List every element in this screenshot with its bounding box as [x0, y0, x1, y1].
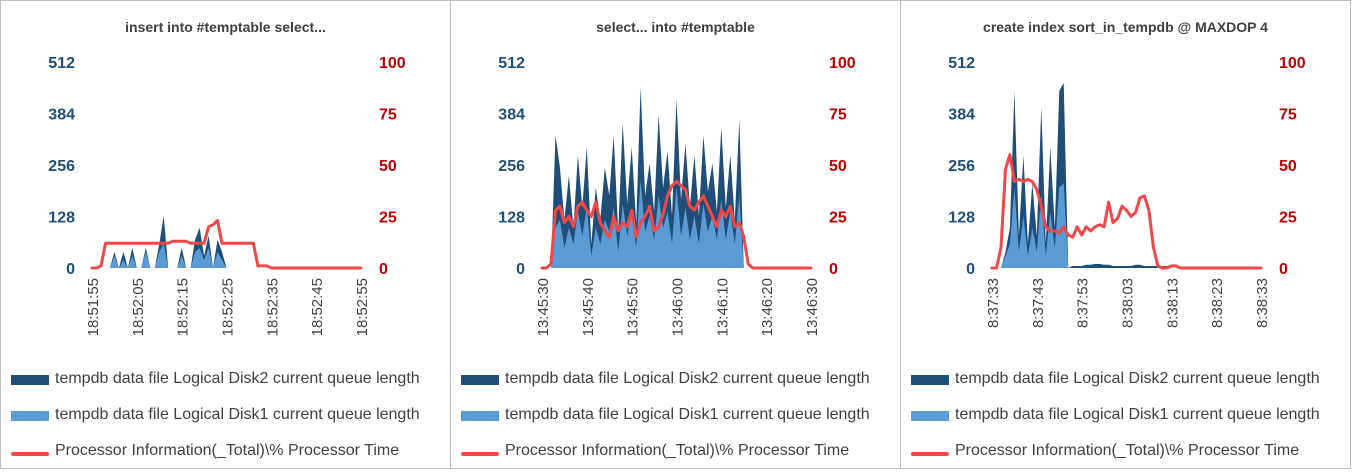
- x-tick-label: 18:52:15: [175, 278, 192, 336]
- legend-swatch-disk2: [911, 375, 949, 385]
- legend-label-disk1: tempdb data file Logical Disk1 current q…: [505, 406, 870, 423]
- y-right-tick-label: 0: [379, 261, 388, 278]
- x-tick-label: 18:52:25: [220, 278, 237, 336]
- y-left-tick-label: 256: [48, 158, 75, 175]
- x-tick-label: 13:46:30: [804, 278, 821, 336]
- y-left-tick-label: 512: [948, 55, 975, 72]
- legend-swatch-cpu: [911, 452, 949, 456]
- x-tick-label: 13:46:20: [759, 278, 776, 336]
- series-area-disk1: [92, 243, 361, 268]
- legend-swatch-disk1: [911, 411, 949, 421]
- y-right-tick-label: 75: [829, 107, 847, 124]
- y-left-tick-label: 0: [66, 261, 75, 278]
- legend-label-disk1: tempdb data file Logical Disk1 current q…: [955, 406, 1320, 423]
- y-right-tick-label: 50: [829, 158, 847, 175]
- legend-label-disk2: tempdb data file Logical Disk2 current q…: [505, 370, 870, 387]
- series-area-disk1: [542, 179, 811, 268]
- chart-svg-1: 512 384 256 128 0 100 75 50 25 0 18:51:55 18:52:05 1…: [48, 55, 406, 336]
- y-left-tick-label: 256: [498, 158, 525, 175]
- legend-label-disk2: tempdb data file Logical Disk2 current q…: [955, 370, 1320, 387]
- series-area-disk2: [542, 86, 811, 269]
- y-right-tick-label: 25: [829, 210, 847, 227]
- x-tick-label: 8:38:33: [1254, 278, 1271, 328]
- y-left-tick-label: 128: [48, 210, 75, 227]
- chart-svg-3: 512 384 256 128 0 100 75 50 25 0 8:37:33 8:37:43 8:3…: [948, 55, 1306, 328]
- y-right-tick-label: 50: [1279, 158, 1297, 175]
- x-tick-label: 8:37:43: [1030, 278, 1047, 328]
- y-left-tick-label: 128: [948, 210, 975, 227]
- y-left-tick-label: 384: [498, 107, 525, 124]
- x-tick-label: 18:52:55: [354, 278, 371, 336]
- chart-panel-2: 512 384 256 128 0 100 75 50 25 0 13:45:30 13:45:40 1…: [450, 0, 901, 469]
- y-right-tick-label: 0: [1279, 261, 1288, 278]
- x-tick-label: 8:38:13: [1164, 278, 1181, 328]
- y-right-tick-label: 50: [379, 158, 397, 175]
- x-tick-label: 13:45:50: [625, 278, 642, 336]
- legend-swatch-disk1: [11, 411, 49, 421]
- chart-panel-1: 512 384 256 128 0 100 75 50 25 0 18:51:55 18:52:05 1…: [0, 0, 451, 469]
- legend-label-disk1: tempdb data file Logical Disk1 current q…: [55, 406, 420, 423]
- chart-title: select... into #temptable: [596, 19, 755, 35]
- x-tick-label: 13:46:10: [714, 278, 731, 336]
- y-right-tick-label: 25: [1279, 210, 1297, 227]
- y-left-tick-label: 512: [498, 55, 525, 72]
- x-tick-label: 18:52:35: [264, 278, 281, 336]
- y-left-tick-label: 512: [48, 55, 75, 72]
- y-left-tick-label: 0: [966, 261, 975, 278]
- legend-swatch-cpu: [11, 452, 49, 456]
- x-tick-label: 13:45:30: [535, 278, 552, 336]
- y-left-tick-label: 128: [498, 210, 525, 227]
- y-left-tick-label: 384: [948, 107, 975, 124]
- chart-title: insert into #temptable select...: [125, 19, 326, 35]
- series-line-cpu: [540, 180, 813, 270]
- y-right-tick-label: 0: [829, 261, 838, 278]
- y-right-tick-label: 75: [1279, 107, 1297, 124]
- legend-label-disk2: tempdb data file Logical Disk2 current q…: [55, 370, 420, 387]
- x-tick-label: 8:38:23: [1209, 278, 1226, 328]
- x-tick-label: 8:38:03: [1120, 278, 1137, 328]
- legend-label-cpu: Processor Information(_Total)\% Processo…: [55, 442, 400, 459]
- chart-panel-3: 512 384 256 128 0 100 75 50 25 0 8:37:33 8:37:43 8:3…: [900, 0, 1351, 469]
- x-tick-label: 13:46:00: [670, 278, 687, 336]
- y-left-tick-label: 0: [516, 261, 525, 278]
- legend-label-cpu: Processor Information(_Total)\% Processo…: [505, 442, 850, 459]
- y-right-tick-label: 25: [379, 210, 397, 227]
- series-line-cpu: [90, 219, 363, 270]
- legend-swatch-cpu: [461, 452, 499, 456]
- series-area-disk1: [992, 183, 1261, 268]
- y-left-tick-label: 384: [48, 107, 75, 124]
- y-left-tick-label: 256: [948, 158, 975, 175]
- y-right-tick-label: 100: [1279, 55, 1306, 72]
- legend-swatch-disk1: [461, 411, 499, 421]
- x-tick-label: 8:37:33: [985, 278, 1002, 328]
- series-line-cpu: [990, 153, 1263, 270]
- x-tick-label: 13:45:40: [580, 278, 597, 336]
- y-right-tick-label: 75: [379, 107, 397, 124]
- legend-swatch-disk2: [11, 375, 49, 385]
- legend-label-cpu: Processor Information(_Total)\% Processo…: [955, 442, 1300, 459]
- chart-title: create index sort_in_tempdb @ MAXDOP 4: [983, 19, 1268, 35]
- x-tick-label: 18:51:55: [85, 278, 102, 336]
- x-tick-label: 18:52:05: [130, 278, 147, 336]
- x-tick-label: 8:37:53: [1075, 278, 1092, 328]
- legend-swatch-disk2: [461, 375, 499, 385]
- x-tick-label: 18:52:45: [309, 278, 326, 336]
- chart-svg-2: 512 384 256 128 0 100 75 50 25 0 13:45:30 13:45:40 1…: [498, 55, 856, 336]
- y-right-tick-label: 100: [829, 55, 856, 72]
- y-right-tick-label: 100: [379, 55, 406, 72]
